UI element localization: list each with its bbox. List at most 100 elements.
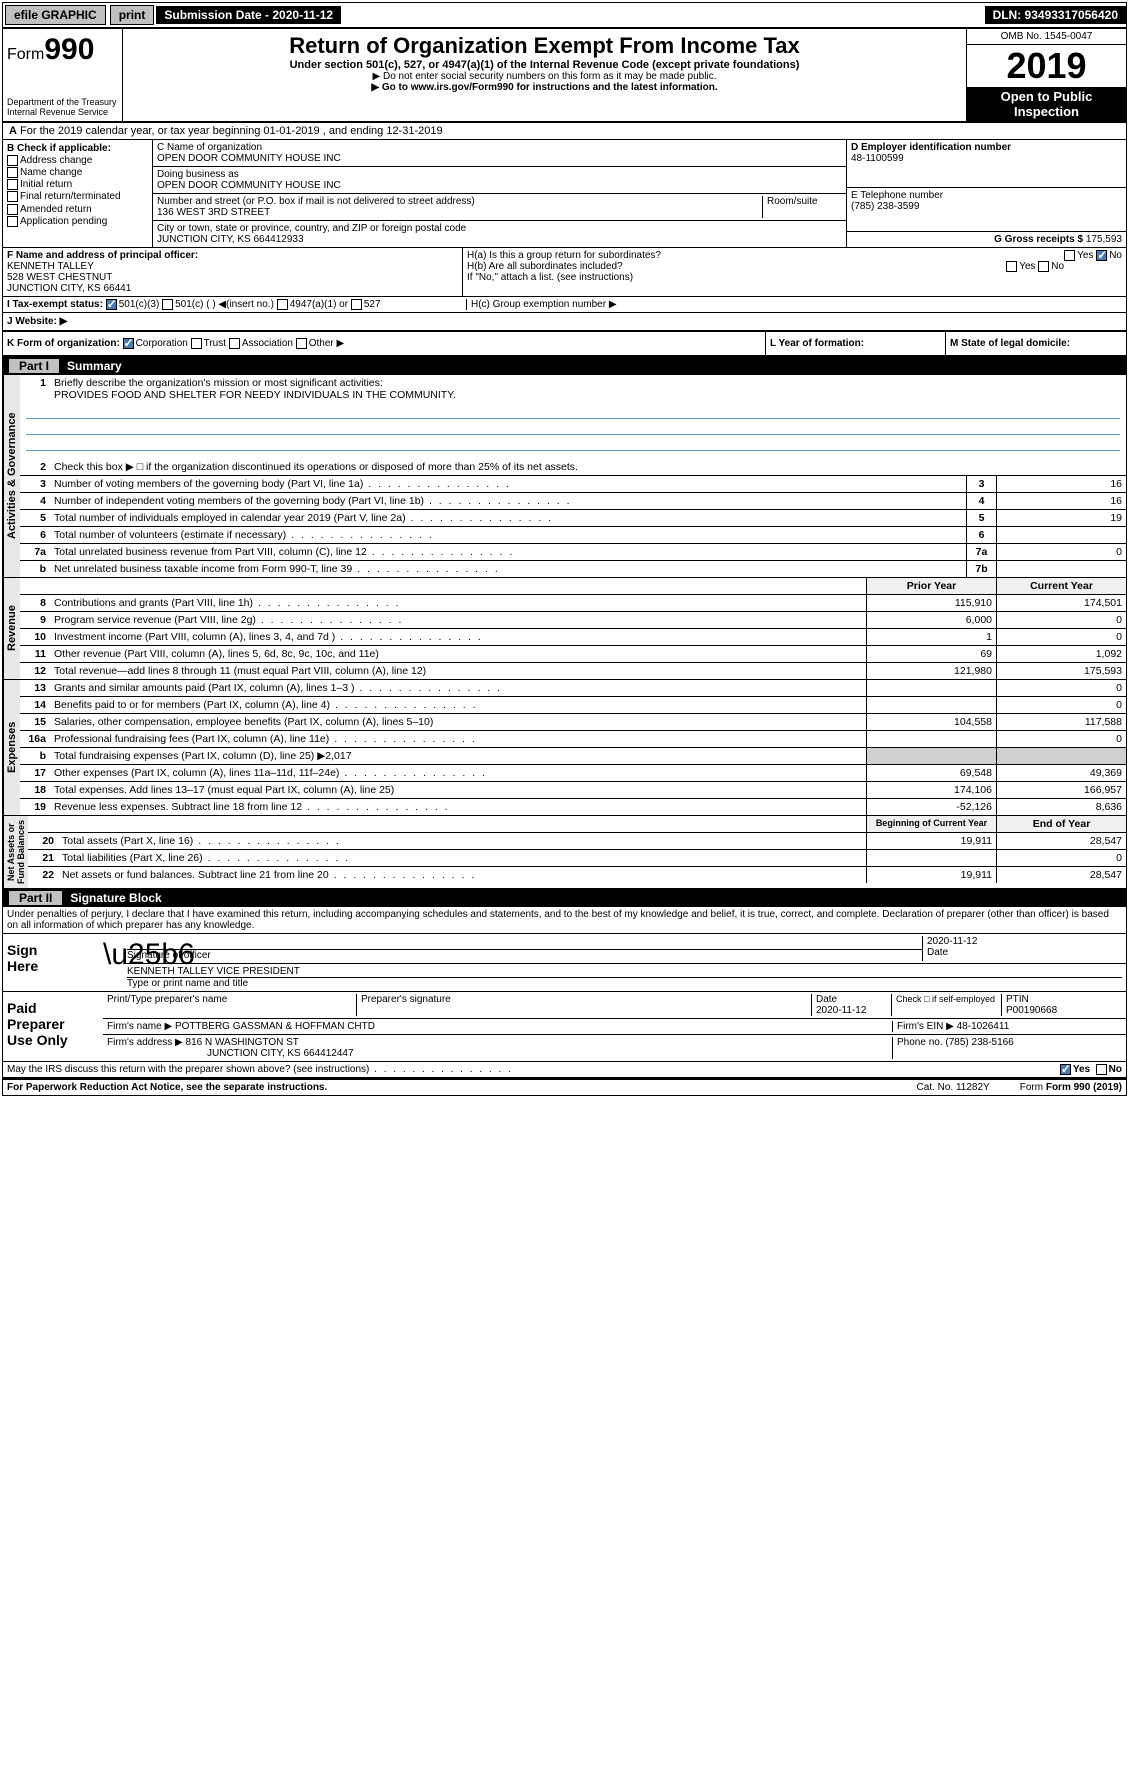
line6-value: [996, 527, 1126, 543]
officer-name-title: KENNETH TALLEY VICE PRESIDENT: [127, 966, 300, 977]
pra-notice: For Paperwork Reduction Act Notice, see …: [7, 1082, 327, 1093]
discuss-row: May the IRS discuss this return with the…: [3, 1062, 1126, 1079]
expenses-block: Expenses 13Grants and similar amounts pa…: [3, 680, 1126, 816]
dba-label: Doing business as: [157, 169, 842, 180]
footer-row: For Paperwork Reduction Act Notice, see …: [3, 1079, 1126, 1095]
line8-prior: 115,910: [866, 595, 996, 611]
ssn-warning: ▶ Do not enter social security numbers o…: [127, 71, 962, 82]
city-label: City or town, state or province, country…: [157, 223, 842, 234]
ein-value: 48-1100599: [851, 153, 1122, 164]
address-change-checkbox[interactable]: [7, 155, 18, 166]
501c-checkbox[interactable]: [162, 299, 173, 310]
addr-label: Number and street (or P.O. box if mail i…: [157, 196, 762, 207]
line9-curr: 0: [996, 612, 1126, 628]
paid-preparer-row: Paid Preparer Use Only Print/Type prepar…: [3, 992, 1126, 1062]
name-change-checkbox[interactable]: [7, 167, 18, 178]
line11-curr: 1,092: [996, 646, 1126, 662]
amended-return-checkbox[interactable]: [7, 204, 18, 215]
line11-prior: 69: [866, 646, 996, 662]
phone-label: E Telephone number: [851, 190, 1122, 201]
current-year-header: Current Year: [996, 578, 1126, 594]
527-checkbox[interactable]: [351, 299, 362, 310]
line21-curr: 0: [996, 850, 1126, 866]
line16a-curr: 0: [996, 731, 1126, 747]
501c3-checkbox[interactable]: [106, 299, 117, 310]
line22-prior: 19,911: [866, 867, 996, 883]
omb-number: OMB No. 1545-0047: [967, 29, 1126, 45]
line22-curr: 28,547: [996, 867, 1126, 883]
ptin-value: P00190668: [1006, 1005, 1057, 1016]
cat-number: Cat. No. 11282Y: [917, 1082, 990, 1093]
efile-label: efile GRAPHIC: [5, 5, 106, 25]
line18-prior: 174,106: [866, 782, 996, 798]
part2-bar: Part II Signature Block: [3, 889, 1126, 907]
firm-phone-value: (785) 238-5166: [945, 1037, 1013, 1048]
officer-block: F Name and address of principal officer:…: [3, 248, 1126, 297]
sig-date-label: Date: [927, 947, 948, 958]
line20-curr: 28,547: [996, 833, 1126, 849]
firm-addr-value: 816 N WASHINGTON ST: [186, 1037, 299, 1048]
firm-city-value: JUNCTION CITY, KS 664412447: [207, 1048, 354, 1059]
governance-label: Activities & Governance: [3, 375, 20, 577]
line13-curr: 0: [996, 680, 1126, 696]
assoc-checkbox[interactable]: [229, 338, 240, 349]
dln: DLN: 93493317056420: [985, 6, 1126, 24]
expenses-label: Expenses: [3, 680, 20, 815]
trust-checkbox[interactable]: [191, 338, 202, 349]
netassets-block: Net Assets or Fund Balances Beginning of…: [3, 816, 1126, 889]
firm-ein-value: 48-1026411: [957, 1021, 1010, 1032]
gross-receipts-label: G Gross receipts $: [994, 234, 1083, 245]
efile-topbar: efile GRAPHIC print Submission Date - 20…: [3, 3, 1126, 29]
org-name-label: C Name of organization: [157, 142, 842, 153]
hc-label: H(c) Group exemption number ▶: [467, 299, 617, 310]
city-state-zip: JUNCTION CITY, KS 664412933: [157, 234, 842, 245]
discuss-no-checkbox[interactable]: [1096, 1064, 1107, 1075]
hb-yes-checkbox[interactable]: [1006, 261, 1017, 272]
line17-prior: 69,548: [866, 765, 996, 781]
org-name: OPEN DOOR COMMUNITY HOUSE INC: [157, 153, 842, 164]
corp-checkbox[interactable]: [123, 338, 134, 349]
form-footer: Form Form 990 (2019): [1020, 1082, 1122, 1093]
officer-addr1: 528 WEST CHESTNUT: [7, 272, 458, 283]
dept-treasury: Department of the Treasury Internal Reve…: [7, 97, 118, 117]
form-title: Return of Organization Exempt From Incom…: [127, 33, 962, 59]
discuss-yes-checkbox[interactable]: [1060, 1064, 1071, 1075]
ha-label: H(a) Is this a group return for subordin…: [467, 250, 661, 261]
line20-prior: 19,911: [866, 833, 996, 849]
form-header: Form990 Department of the Treasury Inter…: [3, 29, 1126, 123]
officer-addr2: JUNCTION CITY, KS 66441: [7, 283, 458, 294]
line18-curr: 166,957: [996, 782, 1126, 798]
part1-name: Part I: [9, 359, 59, 373]
line9-prior: 6,000: [866, 612, 996, 628]
line12-curr: 175,593: [996, 663, 1126, 679]
governance-block: Activities & Governance 1Briefly describ…: [3, 375, 1126, 578]
line7b-value: [996, 561, 1126, 577]
line16a-prior: [866, 731, 996, 747]
mission-line: [26, 437, 1120, 451]
firm-name-value: POTTBERG GASSMAN & HOFFMAN CHTD: [175, 1021, 375, 1032]
part2-name: Part II: [9, 891, 62, 905]
prep-date-value: 2020-11-12: [816, 1005, 866, 1016]
self-employed-check: Check □ if self-employed: [892, 994, 1002, 1016]
ha-yes-checkbox[interactable]: [1064, 250, 1075, 261]
line19-prior: -52,126: [866, 799, 996, 815]
mission-line: [26, 405, 1120, 419]
room-suite: Room/suite: [762, 196, 842, 218]
final-return-checkbox[interactable]: [7, 191, 18, 202]
hb-attach: If "No," attach a list. (see instruction…: [467, 272, 1122, 283]
print-button[interactable]: print: [110, 5, 155, 25]
paid-preparer-label: Paid Preparer Use Only: [3, 992, 103, 1061]
hb-no-checkbox[interactable]: [1038, 261, 1049, 272]
b-label: B Check if applicable:: [7, 143, 111, 154]
4947-checkbox[interactable]: [277, 299, 288, 310]
instructions-link[interactable]: ▶ Go to www.irs.gov/Form990 for instruct…: [371, 82, 717, 93]
line4-value: 16: [996, 493, 1126, 509]
begin-year-header: Beginning of Current Year: [866, 816, 996, 832]
submission-date: Submission Date - 2020-11-12: [156, 6, 341, 24]
part1-title: Summary: [67, 359, 122, 373]
application-pending-checkbox[interactable]: [7, 216, 18, 227]
m-label: M State of legal domicile:: [950, 338, 1070, 349]
ha-no-checkbox[interactable]: [1096, 250, 1107, 261]
other-checkbox[interactable]: [296, 338, 307, 349]
initial-return-checkbox[interactable]: [7, 179, 18, 190]
